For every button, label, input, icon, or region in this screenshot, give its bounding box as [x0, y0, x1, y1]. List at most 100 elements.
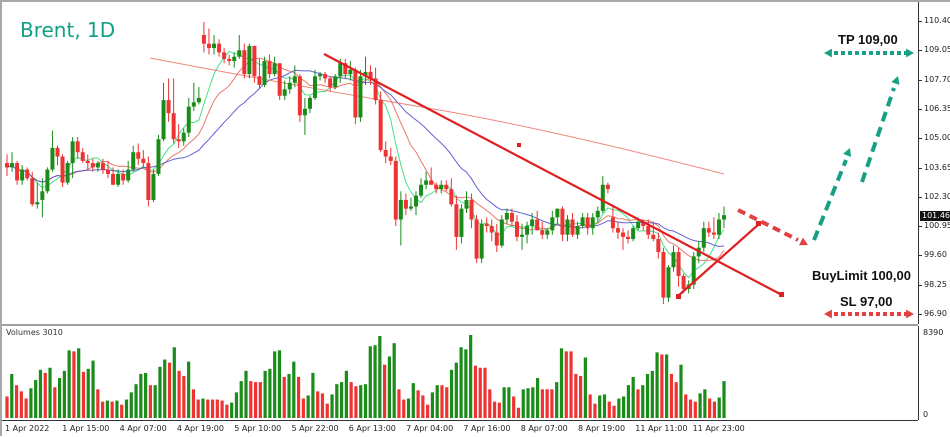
time-tick: 5 Apr 22:00 — [291, 424, 339, 433]
price-tick: 109.05 — [919, 45, 950, 55]
candle — [181, 132, 186, 142]
candle — [333, 76, 338, 88]
candle — [383, 150, 388, 157]
candle — [323, 74, 328, 79]
volume-bar — [48, 367, 52, 418]
candle — [474, 219, 479, 259]
volume-bar — [287, 373, 291, 418]
volume-bar — [598, 395, 602, 418]
time-tick: 6 Apr 13:00 — [348, 424, 396, 433]
candle — [131, 152, 136, 170]
candle — [95, 163, 100, 168]
candle — [257, 76, 262, 85]
volume-zero-tick: 0 — [923, 410, 929, 419]
volume-bar — [167, 362, 172, 418]
candle — [621, 232, 626, 237]
volume-bar — [96, 389, 100, 418]
candle — [201, 35, 206, 44]
volume-bar — [139, 373, 143, 418]
candle — [353, 69, 358, 118]
buy-limit-label: BuyLimit 100,00 — [812, 268, 911, 283]
time-tick: 1 Apr 15:00 — [62, 424, 110, 433]
candle — [343, 63, 348, 75]
moving-average-line — [6, 69, 725, 248]
volume-bar — [492, 401, 497, 418]
candle — [126, 169, 131, 181]
candle — [282, 89, 287, 96]
volume-bar — [669, 373, 674, 418]
candle — [313, 76, 318, 98]
price-tick: 110.40 — [919, 16, 950, 25]
volume-bar — [473, 365, 478, 418]
candle — [661, 252, 666, 298]
volume-bar — [645, 373, 650, 418]
volume-bar — [708, 398, 712, 418]
price-axis[interactable]: 110.40 109.05 107.70 106.35 105.00 103.65 102.… — [918, 2, 950, 324]
volume-bar — [153, 385, 157, 418]
volume-bar — [53, 387, 57, 418]
volume-bar — [81, 371, 86, 418]
candle — [646, 226, 651, 235]
volume-bar — [86, 368, 90, 418]
volume-max-tick: 8390 — [923, 328, 944, 337]
volume-bar — [478, 367, 482, 418]
volume-bar — [206, 399, 210, 418]
candle — [575, 226, 580, 235]
candle — [176, 139, 181, 142]
candle — [242, 50, 247, 75]
volume-bar — [273, 351, 277, 418]
candle — [489, 226, 494, 233]
candle — [434, 184, 439, 190]
volume-bar — [148, 385, 152, 418]
price-tick: 105.00 — [919, 133, 950, 143]
volume-bar — [464, 349, 468, 418]
candle — [171, 113, 176, 140]
candle — [605, 184, 610, 190]
candle — [368, 71, 373, 79]
candle — [656, 239, 661, 253]
candle — [550, 217, 555, 231]
candle — [631, 228, 636, 240]
volume-bar — [258, 382, 262, 418]
price-pane[interactable]: Brent, 1D TP 109,00 BuyLimit 100,00 SL 9… — [2, 2, 918, 326]
volume-bar — [392, 343, 396, 418]
volume-bar — [325, 403, 329, 418]
volume-bar — [583, 357, 587, 418]
candle — [636, 221, 641, 229]
volume-bar — [531, 387, 535, 418]
candle — [166, 100, 171, 114]
candle — [641, 221, 646, 227]
volume-pane[interactable]: Volumes 3010 — [2, 326, 918, 420]
time-axis[interactable]: 1 Apr 2022 1 Apr 15:00 4 Apr 07:00 4 Apr 19… — [2, 420, 918, 437]
volume-bar — [502, 387, 506, 418]
candle — [60, 156, 65, 183]
volume-bar — [488, 389, 492, 418]
candle — [711, 232, 716, 235]
volume-bar — [435, 385, 439, 418]
candle — [272, 63, 277, 75]
candle — [651, 234, 656, 240]
volume-bar — [316, 391, 320, 418]
moving-average-line — [6, 50, 725, 279]
volume-bar — [268, 368, 272, 418]
volume-bar — [191, 389, 196, 418]
volume-bar — [187, 361, 191, 418]
time-tick: 4 Apr 19:00 — [176, 424, 224, 433]
volume-bar — [698, 393, 702, 418]
volume-bar — [564, 351, 568, 418]
volume-bar — [650, 370, 654, 418]
price-tick: 100.95 — [919, 221, 950, 231]
candle — [262, 61, 267, 85]
volume-bar — [234, 392, 239, 418]
volume-bar — [220, 400, 224, 418]
volume-bar — [43, 372, 47, 418]
candle — [626, 236, 631, 240]
volume-bar — [72, 351, 76, 418]
volume-bar — [306, 395, 310, 418]
candle — [111, 173, 116, 185]
volume-bar — [354, 386, 358, 418]
volume-bar — [688, 399, 693, 418]
candle — [393, 160, 398, 220]
candle — [706, 228, 711, 233]
volume-bar — [349, 382, 353, 418]
